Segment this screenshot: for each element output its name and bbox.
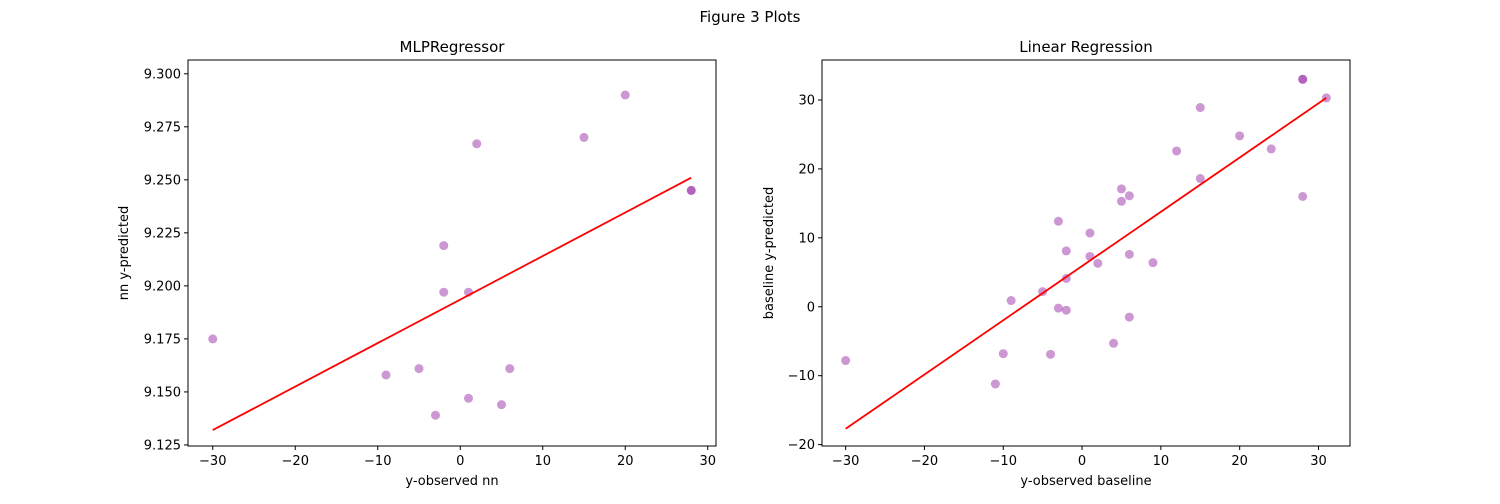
data-point [841, 356, 851, 366]
x-tick-label: 10 [1153, 454, 1170, 469]
y-tick-label: 9.275 [144, 120, 181, 135]
data-point [505, 364, 515, 374]
x-tick-label: −20 [911, 454, 938, 469]
data-point [686, 185, 696, 195]
plot-title: Linear Regression [1019, 38, 1152, 56]
data-point [1061, 246, 1071, 256]
x-tick-label: 30 [1310, 454, 1327, 469]
x-tick-label: 0 [456, 454, 464, 469]
data-point [1085, 228, 1095, 238]
data-point [1061, 305, 1071, 315]
data-point [464, 393, 473, 403]
data-point [1266, 144, 1276, 154]
data-point [472, 139, 482, 149]
x-tick-label: 20 [1231, 454, 1248, 469]
y-tick-label: 20 [798, 162, 815, 177]
y-tick-label: 30 [798, 93, 815, 108]
data-point [579, 132, 589, 142]
data-point [497, 400, 506, 410]
data-point [1093, 258, 1103, 268]
data-point [1298, 191, 1308, 201]
data-point [439, 241, 449, 251]
data-point [439, 287, 449, 297]
y-axis-label: baseline y-predicted [762, 187, 777, 319]
regression-line [212, 176, 692, 431]
y-tick-label: 0 [807, 300, 815, 315]
data-point [1124, 191, 1134, 201]
x-tick-label: −10 [364, 454, 391, 469]
plot-title: MLPRegressor [400, 38, 506, 56]
data-point [1053, 216, 1063, 226]
x-tick-label: −30 [832, 454, 859, 469]
data-point [1109, 338, 1119, 348]
data-point [1046, 349, 1056, 359]
data-point [381, 370, 391, 380]
linear-regression-plot: Linear Regression y-observed baseline ba… [762, 38, 1351, 489]
y-tick-label: −10 [788, 369, 815, 384]
mlp-regressor-plot: MLPRegressor y-observed nn nn y-predicte… [117, 38, 717, 489]
y-tick-label: 9.150 [144, 385, 181, 400]
plot-frame [821, 59, 1351, 447]
data-point [1148, 258, 1158, 268]
data-point [620, 90, 630, 100]
y-tick-label: 10 [798, 231, 815, 246]
y-tick-label: 9.300 [144, 67, 181, 82]
y-tick-label: 9.225 [144, 226, 181, 241]
x-tick-label: 10 [534, 454, 551, 469]
y-tick-label: 9.250 [144, 173, 181, 188]
data-point [1195, 103, 1205, 113]
x-axis-label: y-observed nn [405, 474, 498, 489]
y-tick-label: 9.200 [144, 279, 181, 294]
data-point [1124, 312, 1134, 322]
data-point [1116, 184, 1126, 194]
data-point [998, 349, 1008, 359]
x-tick-label: 0 [1078, 454, 1086, 469]
data-point [1195, 174, 1205, 184]
y-tick-label: 9.175 [144, 332, 181, 347]
figure-title: Figure 3 Plots [700, 8, 801, 26]
data-point [208, 334, 218, 344]
data-point [1172, 146, 1182, 156]
data-point [414, 364, 424, 374]
data-point [1053, 303, 1063, 313]
data-point [1235, 131, 1245, 141]
x-tick-label: 20 [617, 454, 634, 469]
regression-line [845, 97, 1327, 430]
y-tick-label: −20 [788, 438, 815, 453]
x-tick-label: −20 [282, 454, 309, 469]
x-axis-label: y-observed baseline [1020, 474, 1151, 489]
x-tick-label: 30 [699, 454, 716, 469]
data-point [1298, 74, 1308, 84]
data-point [431, 410, 440, 420]
y-axis-label: nn y-predicted [117, 206, 132, 300]
data-point [1116, 196, 1126, 206]
data-point [1124, 249, 1134, 259]
plot-frame [187, 59, 717, 447]
x-tick-label: −30 [199, 454, 226, 469]
x-tick-label: −10 [990, 454, 1017, 469]
y-tick-label: 9.125 [144, 438, 181, 453]
data-point [990, 379, 1000, 389]
data-point [1006, 296, 1016, 306]
